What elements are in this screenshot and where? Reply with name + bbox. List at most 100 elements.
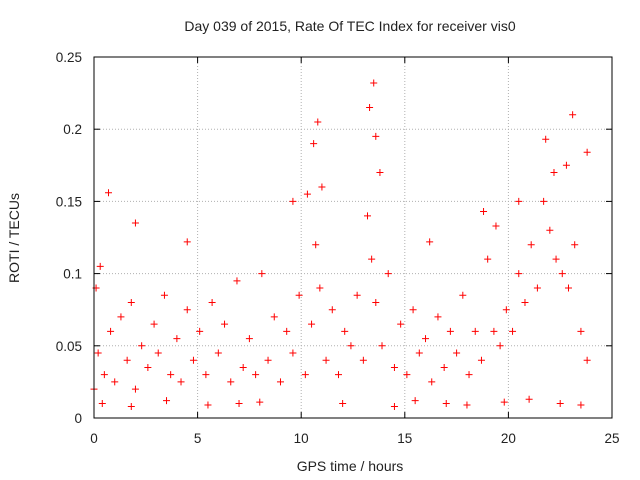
x-tick-label: 5: [194, 431, 202, 446]
data-point: [138, 342, 146, 350]
data-point: [131, 385, 139, 393]
data-point: [471, 327, 479, 335]
data-point: [480, 208, 488, 216]
data-point: [245, 335, 253, 343]
data-point: [492, 222, 500, 230]
data-point: [183, 238, 191, 246]
data-point: [341, 327, 349, 335]
data-point: [571, 241, 579, 249]
data-point: [150, 320, 158, 328]
data-point: [509, 327, 517, 335]
data-point: [276, 378, 284, 386]
data-point: [415, 349, 423, 357]
data-point: [428, 378, 436, 386]
data-point: [96, 262, 104, 270]
data-point: [409, 306, 417, 314]
data-point: [521, 298, 529, 306]
data-point: [484, 255, 492, 263]
data-point: [540, 197, 548, 205]
data-point: [208, 298, 216, 306]
y-tick-label: 0.15: [56, 194, 82, 209]
data-point: [496, 342, 504, 350]
data-point: [556, 400, 564, 408]
data-point: [368, 255, 376, 263]
data-point: [303, 190, 311, 198]
data-point: [233, 277, 241, 285]
y-tick-label: 0.1: [63, 267, 82, 282]
x-tick-label: 0: [90, 431, 98, 446]
data-point: [542, 135, 550, 143]
data-point: [127, 402, 135, 410]
data-point: [252, 371, 260, 379]
data-point: [364, 212, 372, 220]
data-point: [477, 356, 485, 364]
x-tick-label: 25: [604, 431, 619, 446]
data-point: [173, 335, 181, 343]
data-point: [515, 197, 523, 205]
data-point: [546, 226, 554, 234]
data-point: [316, 284, 324, 292]
data-point: [235, 400, 243, 408]
data-point: [390, 363, 398, 371]
data-point: [301, 371, 309, 379]
data-point: [204, 401, 212, 409]
data-point: [465, 371, 473, 379]
data-point: [131, 219, 139, 227]
data-point: [353, 291, 361, 299]
data-point: [111, 378, 119, 386]
data-point: [390, 402, 398, 410]
data-point: [202, 371, 210, 379]
data-point: [434, 313, 442, 321]
data-point: [117, 313, 125, 321]
data-points-layer: [90, 79, 591, 410]
x-tick-label: 20: [501, 431, 516, 446]
data-point: [144, 363, 152, 371]
data-point: [256, 398, 264, 406]
data-point: [107, 327, 115, 335]
data-point: [359, 356, 367, 364]
data-point: [98, 400, 106, 408]
data-point: [372, 132, 380, 140]
y-axis-label: ROTI / TECUs: [6, 193, 22, 283]
data-point: [312, 241, 320, 249]
data-point: [558, 270, 566, 278]
y-tick-label: 0.25: [56, 50, 82, 65]
y-tick-label: 0.05: [56, 339, 82, 354]
data-point: [583, 356, 591, 364]
data-point: [562, 161, 570, 169]
data-point: [577, 327, 585, 335]
x-tick-label: 15: [397, 431, 412, 446]
data-point: [334, 371, 342, 379]
data-point: [183, 306, 191, 314]
data-point: [577, 401, 585, 409]
chart-title: Day 039 of 2015, Rate Of TEC Index for r…: [184, 18, 515, 34]
data-point: [376, 169, 384, 177]
data-point: [123, 356, 131, 364]
data-point: [295, 291, 303, 299]
data-point: [221, 320, 229, 328]
data-point: [378, 342, 386, 350]
data-point: [339, 400, 347, 408]
data-point: [239, 363, 247, 371]
data-point: [500, 398, 508, 406]
data-point: [384, 270, 392, 278]
data-point: [372, 298, 380, 306]
data-point: [167, 371, 175, 379]
x-axis-label: GPS time / hours: [297, 458, 404, 474]
y-tick-label: 0: [74, 411, 82, 426]
data-point: [189, 356, 197, 364]
data-point: [366, 104, 374, 112]
data-point: [347, 342, 355, 350]
data-point: [227, 378, 235, 386]
data-point: [397, 320, 405, 328]
data-point: [411, 397, 419, 405]
data-point: [442, 400, 450, 408]
data-point: [283, 327, 291, 335]
data-point: [446, 327, 454, 335]
data-point: [515, 270, 523, 278]
data-point: [314, 118, 322, 126]
data-point: [490, 327, 498, 335]
data-point: [318, 183, 326, 191]
